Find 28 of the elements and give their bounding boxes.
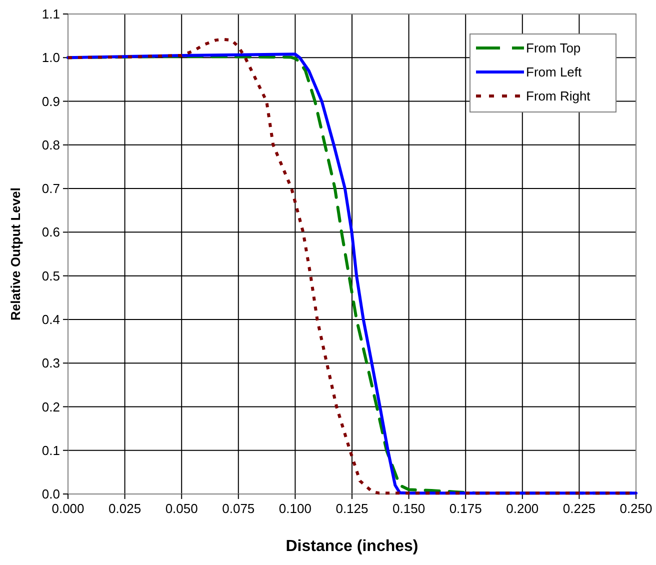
x-tick-label: 0.075 (222, 501, 255, 516)
x-tick-label: 0.000 (52, 501, 84, 516)
x-tick-label: 0.050 (165, 501, 198, 516)
legend-label: From Right (526, 88, 591, 104)
y-tick-label: 0.4 (42, 312, 60, 328)
legend-label: From Top (526, 40, 581, 56)
y-tick-label: 0.8 (42, 137, 60, 152)
x-tick-label: 0.100 (278, 501, 312, 516)
legend-label: From Left (526, 64, 582, 80)
y-tick-label: 0.1 (42, 442, 60, 458)
y-tick-label: 0.6 (42, 224, 60, 240)
y-tick-label: 0.0 (42, 486, 60, 502)
y-tick-label: 1.0 (42, 50, 60, 66)
x-tick-label: 0.150 (392, 501, 426, 516)
y-tick-label: 0.2 (42, 399, 60, 414)
y-tick-label: 0.3 (42, 356, 60, 371)
x-axis-title: Distance (inches) (286, 538, 418, 555)
y-tick-label: 0.7 (42, 181, 60, 196)
x-tick-label: 0.025 (108, 501, 142, 516)
y-tick-label: 0.5 (42, 268, 60, 284)
y-tick-label: 0.9 (42, 94, 60, 109)
x-tick-label: 0.175 (449, 501, 482, 516)
x-tick-label: 0.200 (506, 501, 539, 516)
y-tick-label: 1.1 (42, 6, 60, 22)
y-axis-title: Relative Output Level (8, 188, 23, 320)
x-tick-label: 0.250 (620, 501, 652, 516)
x-tick-label: 0.225 (562, 501, 596, 516)
x-tick-label: 0.125 (336, 501, 368, 516)
